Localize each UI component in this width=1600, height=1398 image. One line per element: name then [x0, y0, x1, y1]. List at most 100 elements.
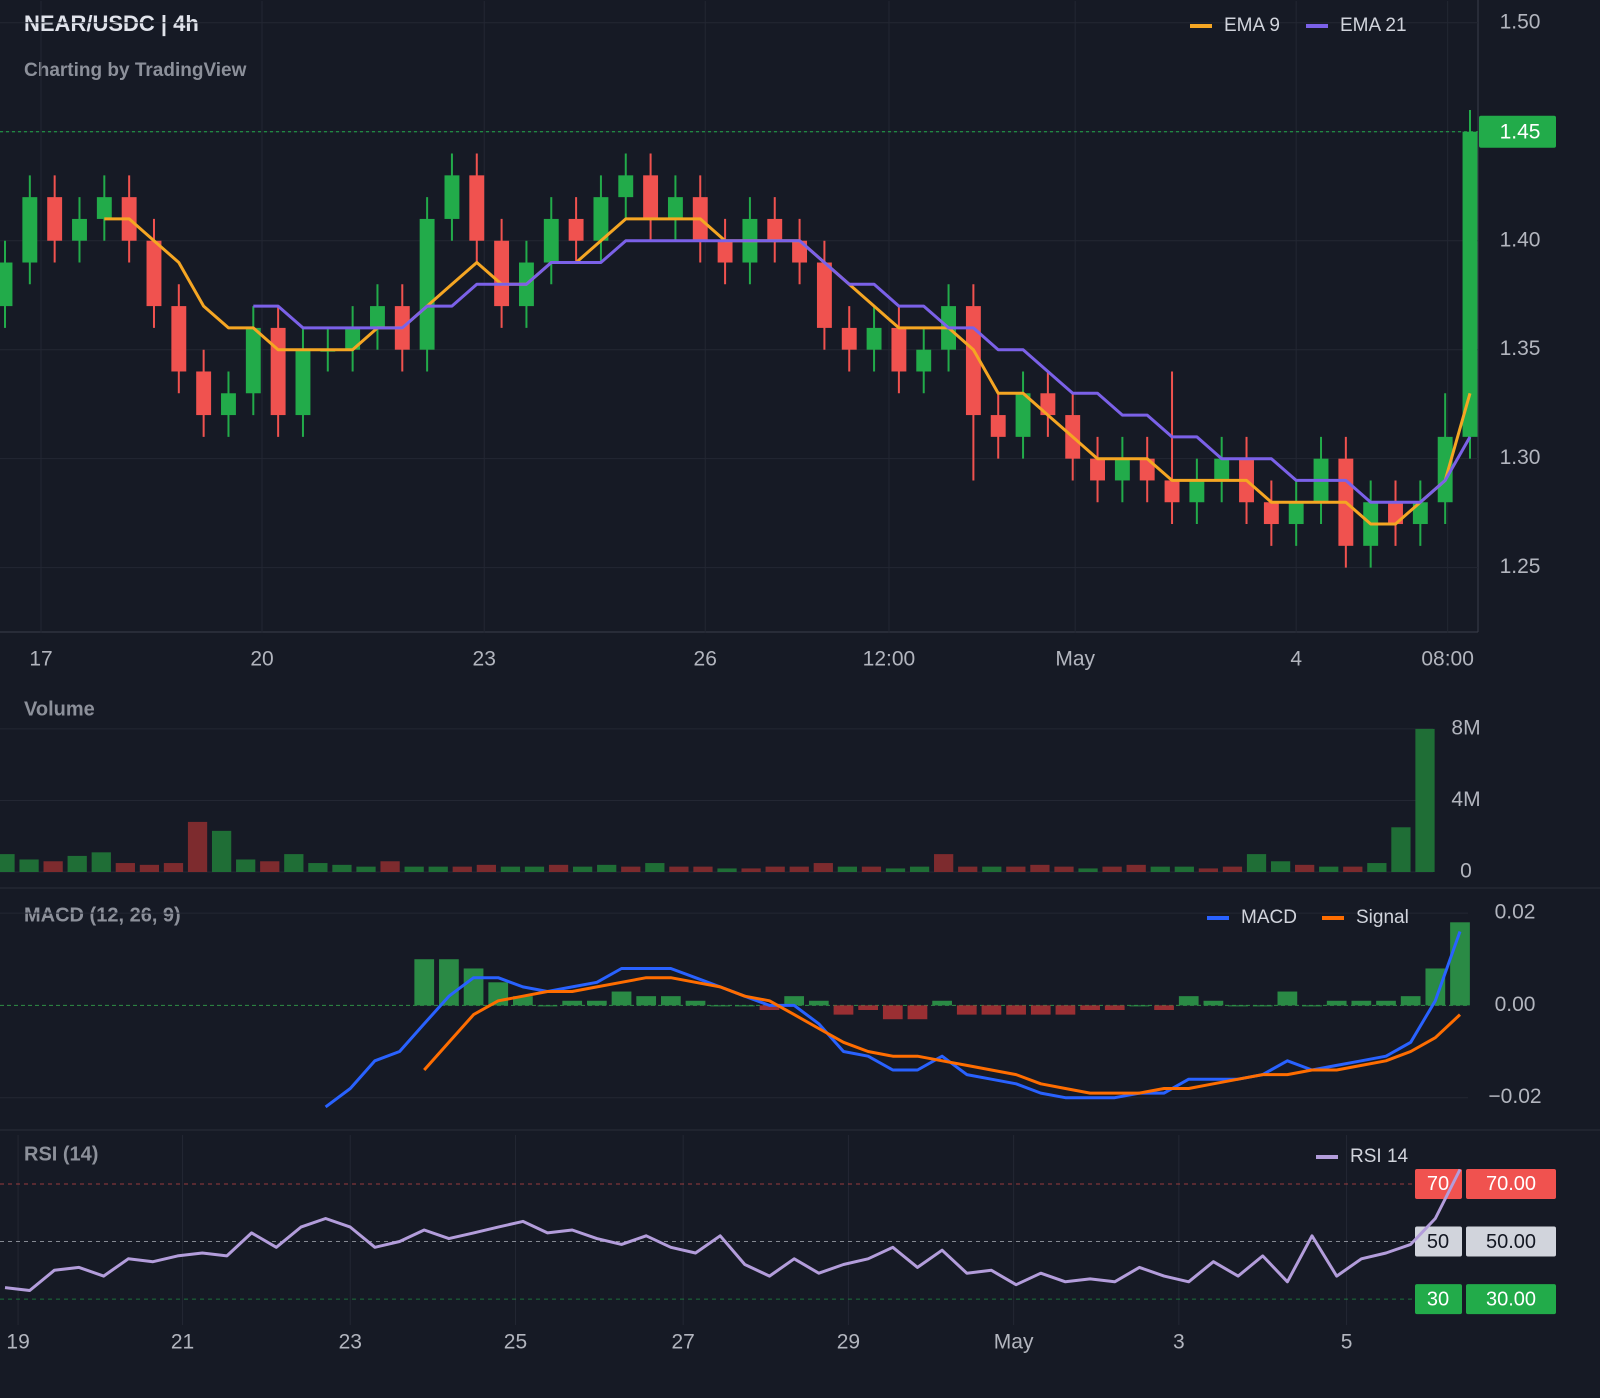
candle-body: [221, 393, 236, 416]
y-tick-label: 1.40: [1500, 228, 1541, 251]
level-label: 70: [1427, 1173, 1449, 1195]
volume-bar: [500, 866, 521, 872]
histogram-bar: [1055, 1005, 1076, 1015]
level-label: 50: [1427, 1231, 1449, 1253]
legend-label: RSI 14: [1350, 1146, 1409, 1167]
x-tick-label: 21: [171, 1331, 194, 1354]
histogram-bar: [439, 959, 459, 1006]
volume-bar: [765, 866, 785, 872]
y-tick-label: 1.35: [1500, 337, 1541, 360]
y-tick-label: 0: [1460, 860, 1472, 883]
histogram-bar: [981, 1005, 1002, 1015]
histogram-bar: [1400, 996, 1421, 1006]
histogram-bar: [1376, 1000, 1396, 1006]
volume-bar: [187, 821, 208, 872]
y-tick-label: 70.00: [1486, 1173, 1536, 1195]
histogram-bar: [463, 968, 484, 1006]
volume-bar: [1319, 866, 1339, 872]
legend-label: MACD: [1241, 907, 1297, 928]
candle-body: [196, 371, 212, 416]
volume-bar: [67, 855, 87, 872]
volume-bar: [236, 859, 256, 872]
histogram-bar: [1228, 1005, 1248, 1007]
candle-body: [1437, 436, 1453, 503]
y-tick-label: 4M: [1451, 788, 1480, 811]
volume-bar: [1030, 864, 1050, 872]
volume-bar: [1343, 866, 1363, 872]
histogram-bar: [1351, 1000, 1372, 1006]
histogram-bar: [513, 996, 533, 1006]
volume-bar: [1150, 866, 1170, 872]
candle-body: [270, 327, 286, 416]
candle-body: [1214, 458, 1230, 481]
histogram-bar: [808, 1000, 829, 1006]
candle-body: [1412, 502, 1428, 525]
volume-bar: [1415, 728, 1435, 872]
x-tick-label: 27: [671, 1331, 694, 1354]
candle-body: [767, 218, 783, 241]
x-tick-label: 29: [837, 1331, 860, 1354]
y-tick-label: −0.02: [1488, 1085, 1541, 1108]
candle-body: [891, 327, 907, 372]
histogram-bar: [1252, 1005, 1273, 1007]
volume-bar: [934, 854, 954, 872]
volume-bar: [452, 866, 472, 872]
candle-body: [568, 218, 584, 241]
volume-bar: [139, 864, 160, 872]
volume-bar: [573, 866, 593, 872]
volume-bar: [548, 864, 569, 872]
volume-bar: [693, 866, 713, 872]
histogram-bar: [956, 1005, 977, 1015]
candle-body: [345, 327, 361, 350]
histogram-bar: [932, 1000, 952, 1006]
volume-bar: [621, 866, 641, 872]
volume-bar: [813, 863, 833, 872]
histogram-bar: [907, 1005, 928, 1020]
volume-bar: [476, 864, 496, 872]
volume-bar: [597, 864, 617, 872]
candle-body: [816, 262, 832, 328]
candle-body: [1139, 458, 1155, 481]
candle-body: [866, 327, 882, 350]
volume-bar: [885, 868, 906, 872]
series-line: [253, 239, 1472, 504]
volume-bar: [669, 866, 689, 872]
x-tick-label: 4: [1290, 648, 1302, 671]
histogram-bar: [414, 959, 435, 1006]
histogram-bar: [784, 996, 805, 1006]
volume-bar: [380, 861, 400, 872]
candle-body: [47, 197, 63, 241]
histogram-bar: [734, 1005, 755, 1007]
candle-body: [717, 240, 733, 263]
volume-bar: [1270, 861, 1291, 872]
candle-body: [1462, 131, 1478, 437]
volume-bar: [308, 863, 328, 872]
x-tick-label: 19: [6, 1331, 29, 1354]
volume-bar: [115, 863, 135, 872]
series-line: [324, 930, 1462, 1109]
x-tick-label: 17: [29, 648, 52, 671]
volume-bar: [1102, 866, 1122, 872]
volume-bar: [284, 854, 304, 872]
x-tick-label: 26: [694, 648, 717, 671]
x-tick-label: May: [994, 1331, 1034, 1354]
volume-bar: [982, 866, 1002, 872]
volume-bar: [1222, 866, 1243, 872]
candle-body: [618, 175, 634, 198]
volume-bar: [1295, 864, 1315, 872]
histogram-bar: [562, 1000, 583, 1006]
histogram-bar: [1030, 1005, 1051, 1015]
candle-body: [593, 197, 609, 241]
last-price-box: [1479, 115, 1556, 148]
y-tick-label: 50.00: [1486, 1231, 1536, 1253]
volume-bar: [428, 866, 448, 872]
y-tick-label: 1.50: [1500, 10, 1541, 33]
volume-bar: [1198, 868, 1219, 872]
candle-body: [792, 240, 808, 263]
volume-bar: [1126, 864, 1146, 872]
candle-body: [1090, 458, 1105, 481]
y-tick-label: 30.00: [1486, 1288, 1536, 1310]
x-tick-label: 5: [1341, 1331, 1353, 1354]
x-tick-label: 3: [1173, 1331, 1185, 1354]
